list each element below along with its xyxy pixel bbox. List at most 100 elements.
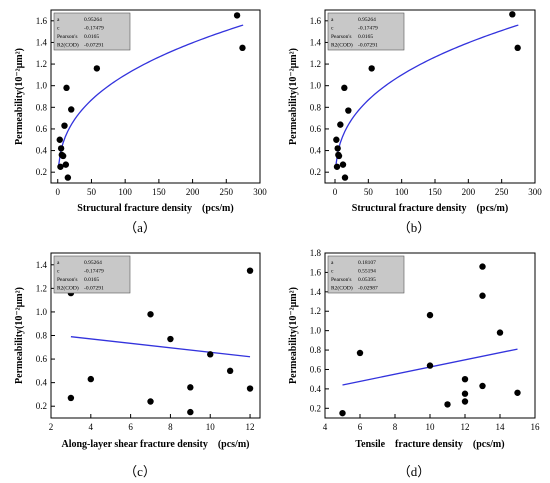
stats-value: -0.07291 [358, 43, 378, 49]
y-tick-label: 0.8 [36, 102, 48, 112]
stats-value: 0.95264 [358, 17, 376, 23]
stats-value: 0.95264 [84, 260, 102, 266]
x-tick-label: 16 [531, 422, 541, 432]
stats-box-background [53, 12, 131, 51]
x-axis-label: Structural fracture density (pcs/m) [352, 203, 508, 214]
caption-d: （d） [398, 464, 431, 479]
data-point [461, 390, 469, 397]
y-tick-label: 1.2 [36, 59, 47, 69]
x-tick-label: 300 [528, 187, 542, 197]
fit-curve [70, 336, 251, 358]
stats-key: R2(COD) [57, 285, 79, 292]
data-point [57, 163, 64, 170]
caption-b: （b） [398, 220, 431, 235]
stats-key: c [331, 26, 334, 32]
stats-key: Pearson's [57, 277, 78, 283]
y-tick-label: 1.0 [310, 81, 322, 91]
stats-value: 0.0165 [84, 277, 99, 283]
x-tick-label: 6 [358, 422, 363, 432]
data-point [246, 267, 254, 274]
x-tick-label: 150 [152, 187, 166, 197]
stats-key: R2(COD) [331, 42, 353, 49]
x-tick-label: 250 [220, 187, 234, 197]
data-point [333, 136, 340, 143]
data-point [59, 152, 67, 160]
x-tick-label: 2 [49, 422, 54, 432]
data-point [207, 351, 214, 358]
stats-value: 0.18107 [358, 260, 376, 266]
data-point [509, 11, 516, 18]
x-tick-label: 100 [118, 187, 132, 197]
data-point [345, 107, 352, 114]
x-axis-label: Along-layer shear fracture density (pcs/… [61, 439, 249, 450]
y-axis-label: Permeability(10⁻²μm²) [14, 287, 25, 384]
stats-value: -0.17479 [84, 26, 104, 32]
x-tick-label: 4 [323, 422, 328, 432]
panel-b: 0 50 100 150 200 250 300 0.2 0.4 0.6 0.8 1.0 1.2 1.4 1… [288, 9, 542, 214]
plot-frame [324, 9, 536, 184]
x-tick-label: 12 [246, 422, 255, 432]
x-tick-label: 0 [55, 187, 60, 197]
x-tick-label: 0 [333, 187, 338, 197]
x-tick-label: 10 [426, 422, 436, 432]
y-tick-label: 0.4 [36, 378, 48, 388]
x-axis-label: Tensile fracture density (pcs/m) [355, 439, 504, 450]
x-tick-label: 200 [186, 187, 200, 197]
y-tick-label: 0.4 [310, 384, 322, 394]
x-tick-label: 50 [364, 187, 374, 197]
stats-value: 0.05395 [358, 277, 376, 283]
x-axis-label: Structural fracture density (pcs/m) [77, 203, 233, 214]
y-tick-label: 0.4 [310, 146, 322, 156]
x-tick-label: 100 [395, 187, 409, 197]
stats-key: a [331, 17, 334, 23]
data-point [187, 408, 194, 416]
y-tick-label: 0.6 [36, 124, 48, 134]
y-tick-label: 1.4 [36, 260, 48, 270]
stats-value: -0.17479 [84, 269, 104, 275]
y-tick-label: 0.6 [310, 364, 322, 374]
y-tick-label: 1.4 [36, 37, 48, 47]
stats-key: Pearson's [331, 277, 352, 283]
fit-curve [335, 24, 519, 167]
data-point [479, 263, 486, 270]
y-axis-label: Permeability(10⁻²μm²) [288, 287, 299, 384]
data-point [147, 311, 154, 318]
data-point [479, 292, 486, 299]
y-tick-label: 0.8 [36, 331, 48, 341]
y-tick-label: 1.6 [310, 16, 322, 26]
stats-key: c [331, 269, 334, 275]
y-tick-label: 1.0 [36, 307, 48, 317]
x-tick-label: 14 [496, 422, 506, 432]
data-point [334, 145, 341, 152]
stats-value: 0.0165 [84, 34, 99, 40]
y-tick-label: 1.0 [36, 81, 48, 91]
y-tick-label: 0.6 [310, 124, 322, 134]
data-point [64, 174, 72, 181]
y-tick-label: 0.2 [36, 167, 47, 177]
stats-box-background [327, 12, 405, 51]
data-point [479, 382, 486, 390]
y-tick-label: 0.2 [36, 401, 47, 411]
plot-frame [50, 9, 261, 184]
stats-value: 0.55194 [358, 269, 376, 275]
data-point [226, 367, 234, 375]
stats-value: -0.07291 [84, 286, 104, 292]
stats-key: a [331, 260, 334, 266]
data-point [461, 375, 469, 383]
data-point [167, 335, 174, 343]
x-tick-label: 6 [128, 422, 133, 432]
data-point [67, 394, 75, 402]
y-axis-label: Permeability(10⁻²μm²) [288, 48, 299, 145]
y-tick-label: 1.0 [310, 326, 322, 336]
data-point [444, 401, 451, 408]
stats-box: a 0.95264 c -0.17479 Pearson's 0.0165 R2(COD) -… [53, 255, 131, 294]
data-point [187, 384, 194, 391]
y-tick-label: 0.6 [36, 354, 48, 364]
stats-key: R2(COD) [331, 285, 353, 292]
y-tick-label: 0.8 [310, 345, 322, 355]
stats-box-background [53, 255, 131, 294]
data-point [63, 84, 70, 92]
stats-value: -0.07291 [84, 43, 104, 49]
caption-a: （a） [124, 220, 156, 235]
